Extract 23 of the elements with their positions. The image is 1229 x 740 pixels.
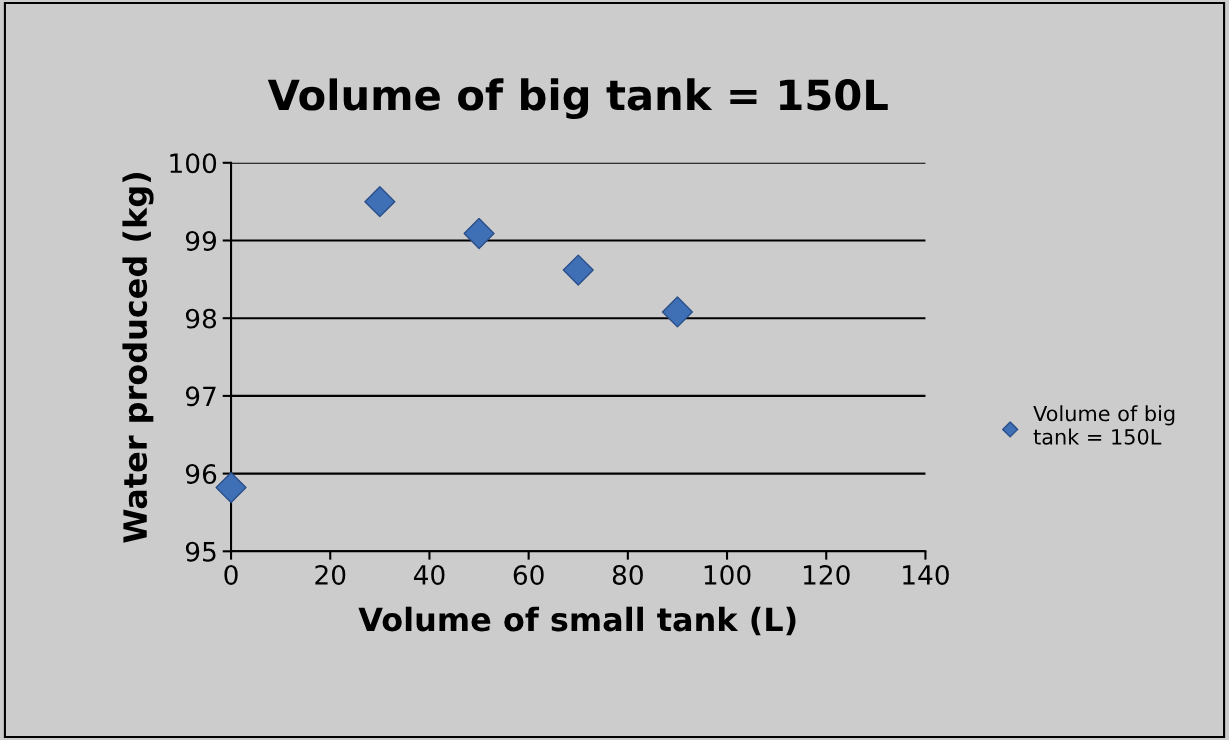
x-tick-label: 60	[513, 564, 544, 585]
point	[215, 471, 247, 504]
point	[364, 186, 396, 218]
x-tick-label: 120	[803, 564, 850, 585]
x-tick-label: 0	[224, 564, 238, 585]
y-axis-title: Water produced (kg)	[122, 173, 154, 543]
chart-title: Volume of big tank = 150L	[267, 78, 888, 120]
x-tick-label: 100	[704, 564, 751, 585]
legend-label: Volume of big tank = 150L	[1033, 405, 1175, 445]
point	[463, 217, 495, 250]
point	[661, 296, 694, 328]
y-tick-label: 100	[170, 153, 217, 174]
x-tick-label: 80	[612, 564, 643, 585]
y-tick-label: 97	[185, 386, 216, 407]
x-tick-label: 40	[413, 564, 445, 585]
y-tick-label: 95	[185, 541, 216, 562]
x-tick-label: 140	[903, 564, 949, 585]
y-tick-label: 96	[185, 464, 217, 484]
y-tick-label: 98	[185, 308, 217, 329]
y-tick-label: 99	[185, 230, 216, 251]
x-tick-label: 20	[315, 564, 346, 585]
point	[562, 254, 594, 286]
x-axis-title: Volume of small tank (L)	[358, 606, 796, 636]
